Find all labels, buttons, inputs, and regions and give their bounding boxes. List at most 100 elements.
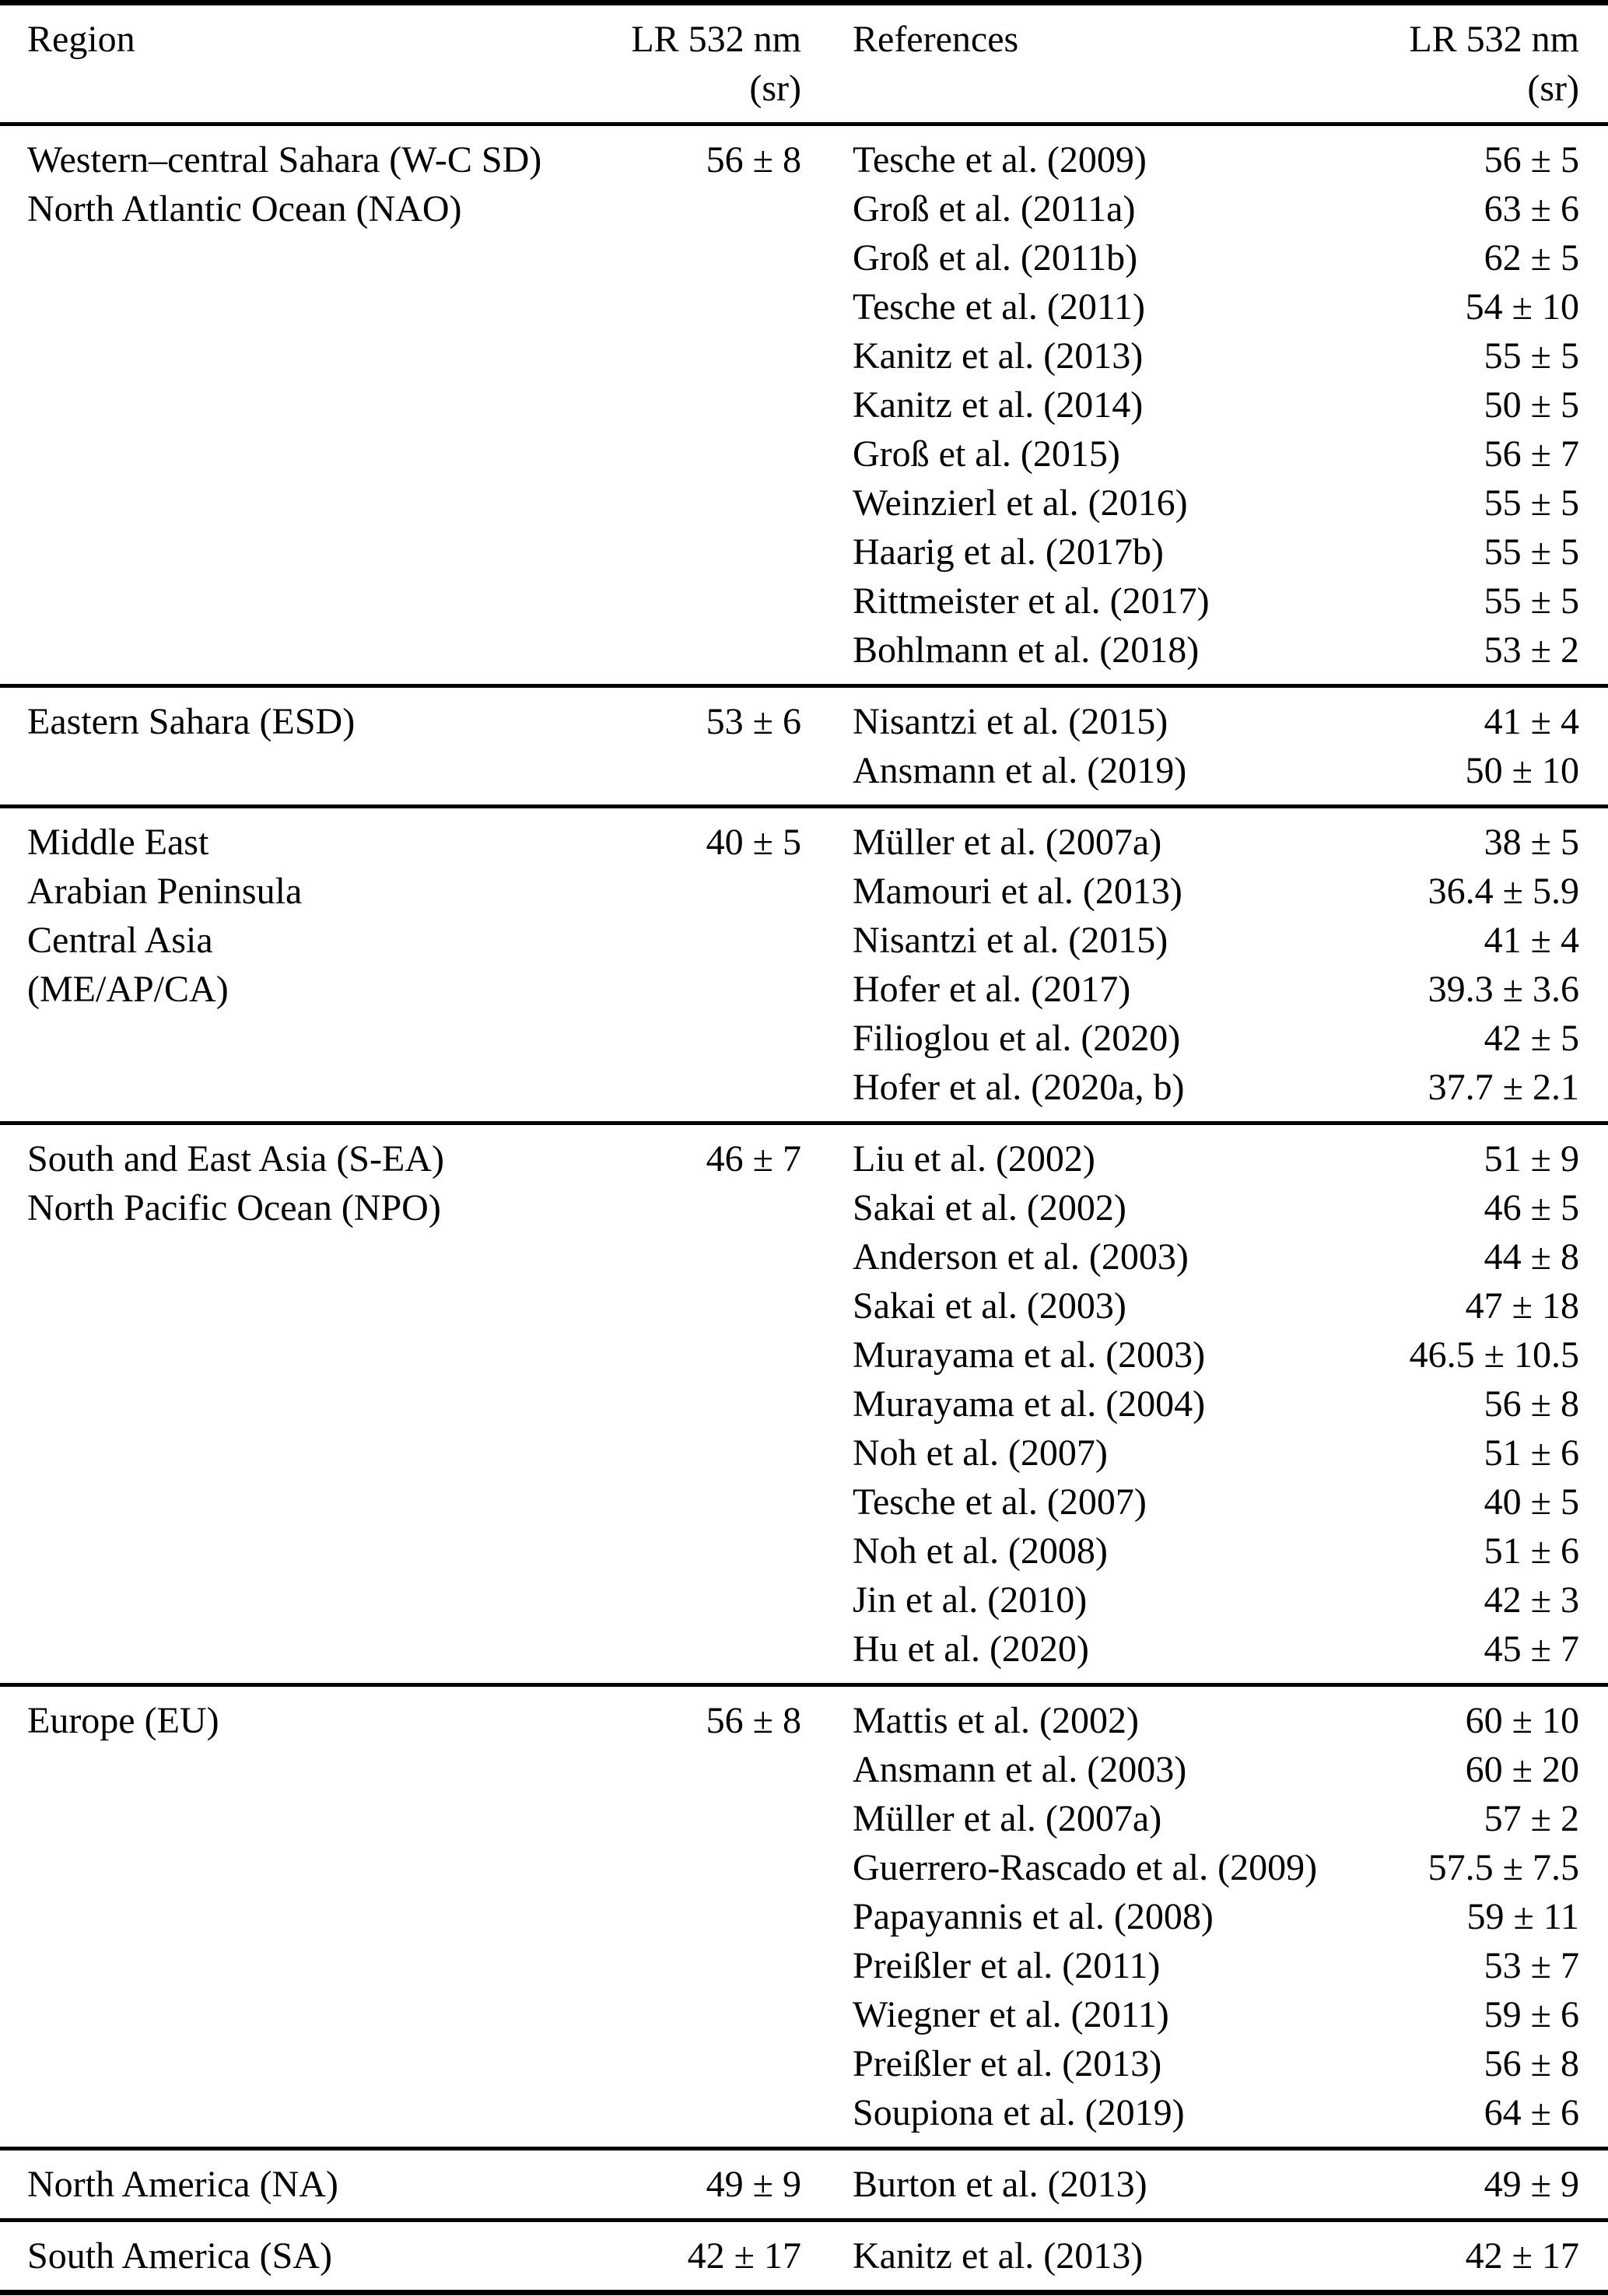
reference-lr-value: 62 ± 5 bbox=[1484, 237, 1579, 279]
reference-lr-value: 44 ± 8 bbox=[1484, 1236, 1579, 1278]
reference-item: Burton et al. (2013) bbox=[853, 2164, 1147, 2205]
reference-lr-value: 39.3 ± 3.6 bbox=[1428, 969, 1579, 1010]
reference-item: Preißler et al. (2011) bbox=[853, 1945, 1161, 1986]
region-lr-cell: 53 ± 6 bbox=[622, 684, 801, 807]
reference-lr-value: 55 ± 5 bbox=[1484, 482, 1579, 524]
reference-lr-value: 56 ± 8 bbox=[1484, 1383, 1579, 1425]
reference-item: Kanitz et al. (2014) bbox=[853, 384, 1144, 426]
region-lr-value: 56 ± 8 bbox=[706, 1700, 801, 1741]
reference-lr-value: 53 ± 7 bbox=[1484, 1945, 1579, 1986]
header-row: Region LR 532 nm (sr) References LR 532 … bbox=[0, 2, 1608, 126]
reference-item: Preißler et al. (2013) bbox=[853, 2043, 1162, 2084]
reference-lr-cell: 60 ± 10 60 ± 20 57 ± 2 57.5 ± 7.5 59 ± 11 53 … bbox=[1354, 1683, 1608, 2149]
reference-item: Tesche et al. (2011) bbox=[853, 286, 1146, 328]
reference-lr-value: 63 ± 6 bbox=[1484, 188, 1579, 230]
table-section-row: South and East Asia (S-EA) North Pacific … bbox=[0, 1121, 1608, 1685]
reference-item: Sakai et al. (2002) bbox=[853, 1187, 1126, 1229]
region-line: South America (SA) bbox=[27, 2235, 332, 2277]
reference-item: Jin et al. (2010) bbox=[853, 1579, 1088, 1621]
table-section-row: Western–central Sahara (W-C SD) North Atl… bbox=[0, 124, 1608, 686]
region-line: North America (NA) bbox=[27, 2164, 338, 2205]
col-header-references: References bbox=[801, 2, 1354, 126]
reference-item: Tesche et al. (2009) bbox=[853, 139, 1147, 181]
region-line: North Pacific Ocean (NPO) bbox=[27, 1187, 441, 1229]
reference-lr-value: 56 ± 8 bbox=[1484, 2043, 1579, 2084]
reference-lr-value: 40 ± 5 bbox=[1484, 1481, 1579, 1523]
region-line: Arabian Peninsula bbox=[27, 871, 303, 912]
reference-item: Bohlmann et al. (2018) bbox=[853, 629, 1200, 671]
region-lr-value: 53 ± 6 bbox=[706, 701, 801, 742]
reference-lr-cell: 38 ± 5 36.4 ± 5.9 41 ± 4 39.3 ± 3.6 42 ± 5 37… bbox=[1354, 804, 1608, 1123]
region-lr-value: 42 ± 17 bbox=[687, 2235, 801, 2277]
reference-lr-value: 64 ± 6 bbox=[1484, 2092, 1579, 2133]
reference-item: Sakai et al. (2003) bbox=[853, 1285, 1126, 1327]
reference-lr-value: 38 ± 5 bbox=[1484, 822, 1579, 863]
col-header-region: Region bbox=[0, 2, 622, 126]
col-header-lr-right: LR 532 nm (sr) bbox=[1354, 2, 1608, 126]
reference-item: Haarig et al. (2017b) bbox=[853, 531, 1164, 573]
reference-item: Groß et al. (2011a) bbox=[853, 188, 1136, 230]
reference-lr-value: 55 ± 5 bbox=[1484, 531, 1579, 573]
reference-item: Papayannis et al. (2008) bbox=[853, 1896, 1214, 1937]
reference-lr-value: 51 ± 6 bbox=[1484, 1432, 1579, 1474]
reference-item: Hu et al. (2020) bbox=[853, 1628, 1089, 1670]
region-lr-value: 46 ± 7 bbox=[706, 1138, 801, 1180]
header-references-label: References bbox=[853, 19, 1019, 60]
table-section-row: North America (NA) 49 ± 9 Burton et al. (2… bbox=[0, 2147, 1608, 2221]
reference-lr-value: 53 ± 2 bbox=[1484, 629, 1579, 671]
region-line: Middle East bbox=[27, 822, 209, 863]
col-header-lr-left: LR 532 nm (sr) bbox=[622, 2, 801, 126]
reference-item: Soupiona et al. (2019) bbox=[853, 2092, 1185, 2133]
reference-lr-value: 59 ± 6 bbox=[1484, 1994, 1579, 2035]
reference-item: Rittmeister et al. (2017) bbox=[853, 580, 1210, 622]
region-cell: Europe (EU) bbox=[0, 1683, 622, 2149]
region-line: North Atlantic Ocean (NAO) bbox=[27, 188, 462, 230]
region-cell: Eastern Sahara (ESD) bbox=[0, 684, 622, 807]
region-line: South and East Asia (S-EA) bbox=[27, 1138, 444, 1180]
reference-lr-value: 57 ± 2 bbox=[1484, 1798, 1579, 1839]
reference-lr-value: 50 ± 10 bbox=[1465, 750, 1579, 791]
reference-item: Nisantzi et al. (2015) bbox=[853, 701, 1168, 742]
table-section-row: Middle East Arabian Peninsula Central Asia… bbox=[0, 804, 1608, 1123]
reference-item: Weinzierl et al. (2016) bbox=[853, 482, 1188, 524]
region-lr-cell: 42 ± 17 bbox=[622, 2218, 801, 2293]
reference-lr-value: 42 ± 17 bbox=[1465, 2235, 1579, 2277]
reference-item: Mamouri et al. (2013) bbox=[853, 871, 1182, 912]
reference-lr-value: 59 ± 11 bbox=[1466, 1896, 1579, 1937]
region-lr-cell: 40 ± 5 bbox=[622, 804, 801, 1123]
reference-lr-value: 56 ± 5 bbox=[1484, 139, 1579, 181]
region-cell: North America (NA) bbox=[0, 2147, 622, 2221]
references-cell: Müller et al. (2007a) Mamouri et al. (201… bbox=[801, 804, 1354, 1123]
reference-item: Noh et al. (2007) bbox=[853, 1432, 1108, 1474]
reference-item: Hofer et al. (2017) bbox=[853, 969, 1131, 1010]
header-lr-label: LR 532 nm bbox=[631, 19, 801, 60]
reference-item: Groß et al. (2015) bbox=[853, 433, 1120, 475]
reference-lr-cell: 56 ± 5 63 ± 6 62 ± 5 54 ± 10 55 ± 5 50 ± 5 56 … bbox=[1354, 124, 1608, 686]
reference-item: Murayama et al. (2004) bbox=[853, 1383, 1206, 1425]
reference-lr-value: 60 ± 20 bbox=[1465, 1749, 1579, 1790]
table-section-row: Europe (EU) 56 ± 8 Mattis et al. (2002) Ans… bbox=[0, 1683, 1608, 2149]
reference-item: Müller et al. (2007a) bbox=[853, 822, 1162, 863]
reference-lr-value: 50 ± 5 bbox=[1484, 384, 1579, 426]
reference-item: Wiegner et al. (2011) bbox=[853, 1994, 1169, 2035]
reference-item: Kanitz et al. (2013) bbox=[853, 2235, 1144, 2277]
table-section-row: Eastern Sahara (ESD) 53 ± 6 Nisantzi et al… bbox=[0, 684, 1608, 807]
header-lr2-label: LR 532 nm bbox=[1409, 19, 1579, 60]
references-cell: Burton et al. (2013) bbox=[801, 2147, 1354, 2221]
reference-lr-value: 41 ± 4 bbox=[1484, 701, 1579, 742]
table-section-row: South America (SA) 42 ± 17 Kanitz et al. (… bbox=[0, 2218, 1608, 2293]
reference-item: Liu et al. (2002) bbox=[853, 1138, 1095, 1180]
reference-item: Murayama et al. (2003) bbox=[853, 1334, 1206, 1376]
region-cell: Western–central Sahara (W-C SD) North Atl… bbox=[0, 124, 622, 686]
references-cell: Tesche et al. (2009) Groß et al. (2011a) G… bbox=[801, 124, 1354, 686]
region-line: Europe (EU) bbox=[27, 1700, 219, 1741]
reference-lr-value: 42 ± 5 bbox=[1484, 1018, 1579, 1059]
reference-lr-value: 57.5 ± 7.5 bbox=[1428, 1847, 1579, 1888]
reference-lr-value: 51 ± 6 bbox=[1484, 1530, 1579, 1572]
reference-lr-value: 54 ± 10 bbox=[1465, 286, 1579, 328]
reference-item: Mattis et al. (2002) bbox=[853, 1700, 1139, 1741]
region-lr-cell: 56 ± 8 bbox=[622, 124, 801, 686]
reference-item: Noh et al. (2008) bbox=[853, 1530, 1108, 1572]
reference-lr-value: 56 ± 7 bbox=[1484, 433, 1579, 475]
